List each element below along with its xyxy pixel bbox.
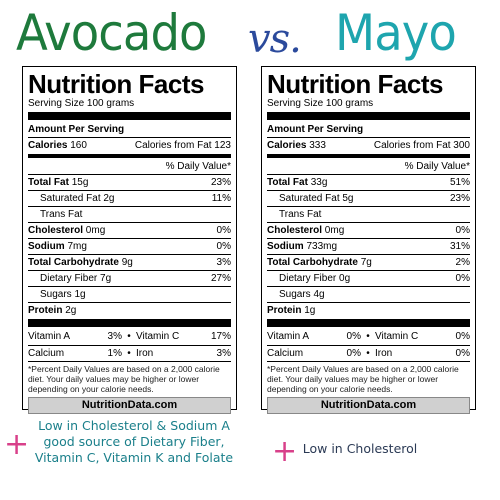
nutrient-row: Trans Fat [267, 206, 470, 222]
nutrient-row: Protein 2g [28, 302, 231, 318]
nutrient-row: Sugars 4g [267, 286, 470, 302]
vitamin-row: Calcium 1% • Iron 3% [28, 345, 231, 361]
serving-size: Serving Size 100 grams [28, 98, 135, 109]
daily-value-header: % Daily Value* [165, 161, 231, 172]
divider [267, 154, 470, 158]
vitamin-row: Vitamin A 0% • Vitamin C 0% [267, 331, 470, 342]
source-link[interactable]: NutritionData.com [267, 397, 470, 414]
title-mayo: Mayo [335, 4, 457, 62]
mayo-benefits-note: Low in Cholesterol [302, 441, 418, 456]
nutrient-row: Total Fat 15g 23% [28, 174, 231, 190]
serving-size: Serving Size 100 grams [267, 98, 374, 109]
nutrient-row: Sodium 7mg 0% [28, 238, 231, 254]
nutrient-row: Sodium 733mg 31% [267, 238, 470, 254]
avocado-benefits-note: Low in Cholesterol & Sodium A good sourc… [34, 418, 234, 465]
nutrient-row: Protein 1g [267, 302, 470, 318]
nutrient-row: Total Carbohydrate 9g 3% [28, 254, 231, 270]
nutrient-row: Trans Fat [28, 206, 231, 222]
nutrient-row: Dietary Fiber 0g 0% [267, 270, 470, 286]
divider [28, 319, 231, 327]
calories-row: Calories 160 Calories from Fat 123 [28, 137, 231, 153]
nutrient-row: Cholesterol 0mg 0% [28, 222, 231, 238]
nutrient-row: Total Fat 33g 51% [267, 174, 470, 190]
vitamin-row: Vitamin A 3% • Vitamin C 17% [28, 331, 231, 342]
footnote: *Percent Daily Values are based on a 2,0… [267, 361, 470, 394]
title-avocado: Avocado [16, 4, 208, 62]
nutrition-label-mayo: Nutrition Facts Serving Size 100 grams A… [261, 66, 476, 414]
nutrient-row: Saturated Fat 2g 11% [28, 190, 231, 206]
daily-value-header: % Daily Value* [404, 161, 470, 172]
plus-icon: + [4, 427, 30, 462]
nutrient-row: Cholesterol 0mg 0% [267, 222, 470, 238]
nutrient-row: Sugars 1g [28, 286, 231, 302]
nutrient-row: Saturated Fat 5g 23% [267, 190, 470, 206]
calories-from-fat: Calories from Fat 300 [373, 140, 470, 151]
label-heading: Nutrition Facts [28, 69, 204, 99]
divider [28, 154, 231, 158]
vitamin-row: Calcium 0% • Iron 0% [267, 345, 470, 361]
divider [267, 319, 470, 327]
divider [28, 112, 231, 120]
divider [267, 112, 470, 120]
nutrient-row: Total Carbohydrate 7g 2% [267, 254, 470, 270]
source-link[interactable]: NutritionData.com [28, 397, 231, 414]
footnote: *Percent Daily Values are based on a 2,0… [28, 361, 231, 394]
label-heading: Nutrition Facts [267, 69, 443, 99]
calories-row: Calories 333 Calories from Fat 300 [267, 137, 470, 153]
page-title: Avocado vs. Mayo [0, 0, 500, 66]
amount-per-serving: Amount Per Serving [267, 124, 364, 135]
nutrient-row: Dietary Fiber 7g 27% [28, 270, 231, 286]
calories-from-fat: Calories from Fat 123 [134, 140, 231, 151]
amount-per-serving: Amount Per Serving [28, 124, 125, 135]
plus-icon: + [272, 434, 298, 469]
nutrition-label-avocado: Nutrition Facts Serving Size 100 grams A… [22, 66, 237, 414]
title-vs: vs. [248, 16, 302, 62]
